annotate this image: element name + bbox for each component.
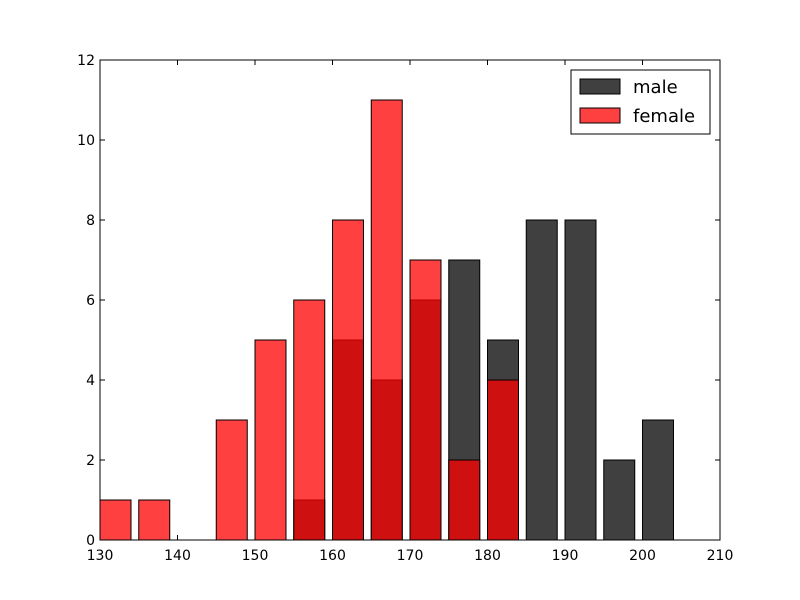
x-tick-label: 140 — [164, 548, 191, 564]
y-tick-label: 8 — [86, 213, 95, 229]
y-tick-label: 2 — [86, 453, 95, 469]
female-bar-170 — [409, 259, 442, 541]
female-bar-150 — [254, 339, 287, 541]
y-tick-label: 4 — [86, 373, 95, 389]
x-tick-label: 190 — [552, 548, 579, 564]
male-bar-190 — [564, 219, 597, 541]
y-tick-labels: 0 2 4 6 8 10 12 — [77, 53, 95, 549]
female-bar-175 — [448, 459, 481, 541]
male-bar-195 — [603, 459, 636, 541]
female-bar-165 — [370, 99, 403, 541]
male-bar-185 — [525, 219, 558, 541]
female-bar-130 — [99, 499, 132, 541]
y-tick-label: 10 — [77, 133, 95, 149]
female-series — [99, 99, 519, 541]
female-bar-160 — [332, 219, 364, 541]
female-bar-155 — [293, 299, 326, 541]
female-bar-145 — [215, 419, 248, 541]
x-tick-label: 160 — [319, 548, 346, 564]
x-tick-label: 210 — [707, 548, 734, 564]
x-tick-label: 180 — [474, 548, 501, 564]
x-tick-labels: 130 140 150 160 170 180 190 200 210 — [87, 548, 734, 564]
x-tick-label: 150 — [242, 548, 269, 564]
x-tick-label: 170 — [397, 548, 424, 564]
y-tick-label: 0 — [86, 533, 95, 549]
plot-frame — [99, 59, 721, 541]
y-tick-label: 6 — [86, 293, 95, 309]
x-tick-label: 130 — [87, 548, 114, 564]
legend-swatch-female — [579, 107, 621, 124]
female-bar-180 — [487, 379, 519, 541]
legend: male female — [570, 69, 711, 135]
legend-swatch-male — [579, 78, 621, 95]
legend-label-male: male — [633, 77, 678, 98]
male-bar-200 — [642, 419, 674, 541]
legend-label-female: female — [633, 106, 695, 127]
female-bar-135 — [138, 499, 171, 541]
y-tick-label: 12 — [77, 53, 95, 69]
x-tick-label: 200 — [629, 548, 656, 564]
